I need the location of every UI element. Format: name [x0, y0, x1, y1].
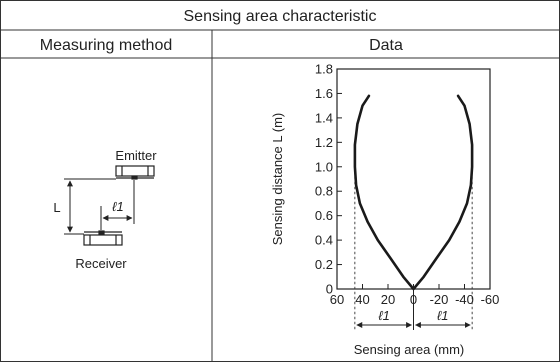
y-tick-label: 1.0	[315, 159, 333, 174]
distance-label: L	[53, 200, 60, 215]
l1-label: ℓ1	[437, 308, 448, 323]
table-title: Sensing area characteristic	[184, 8, 377, 25]
series-line-sensing-area	[353, 94, 474, 291]
y-tick-label: 1.2	[315, 135, 333, 150]
column-header-data: Data	[369, 37, 403, 54]
y-tick-label: 0.8	[315, 184, 333, 199]
offset-label: ℓ1	[112, 199, 123, 214]
x-tick-label: -20	[430, 292, 449, 307]
x-axis-label: Sensing area (mm)	[354, 342, 465, 357]
x-tick-label: 40	[355, 292, 369, 307]
distance-dimension	[64, 178, 116, 235]
x-tick-label: 0	[410, 292, 417, 307]
y-tick-label: 1.8	[315, 62, 333, 77]
receiver-icon	[83, 230, 123, 246]
y-tick-label: 1.6	[315, 86, 333, 101]
y-axis-label: Sensing distance L (m)	[270, 113, 285, 245]
emitter-label: Emitter	[115, 148, 157, 163]
x-tick-label: -60	[481, 292, 500, 307]
y-tick-label: 0	[326, 282, 333, 297]
x-tick-label: -40	[455, 292, 474, 307]
y-tick-label: 0.4	[315, 233, 333, 248]
plot-frame	[336, 68, 491, 290]
offset-dimension	[100, 180, 135, 230]
y-tick-label: 0.2	[315, 257, 333, 272]
sensing-area-chart: 00.20.40.60.81.01.21.41.61.8 60 40 20 0 -20-…	[270, 62, 499, 358]
emitter-icon	[115, 165, 155, 180]
measuring-method-diagram: Emitter Receiver L ℓ1	[53, 148, 157, 271]
l1-dimension-arrows: ℓ1 ℓ1	[356, 308, 471, 328]
x-tick-label: 60	[330, 292, 344, 307]
receiver-label: Receiver	[75, 256, 127, 271]
y-tick-label: 0.6	[315, 208, 333, 223]
reference-lines	[354, 166, 473, 330]
y-axis-ticks: 0 0.2 0.4 0.6 0.8 1.0 1.2 1.4 1.6 1.8	[315, 62, 342, 297]
y-tick-label: 1.4	[315, 110, 333, 125]
x-axis-ticks: 60 40 20 0 -20 -40 -60	[330, 284, 500, 307]
l1-label: ℓ1	[378, 308, 389, 323]
x-tick-label: 20	[381, 292, 395, 307]
column-header-method: Measuring method	[40, 37, 173, 54]
